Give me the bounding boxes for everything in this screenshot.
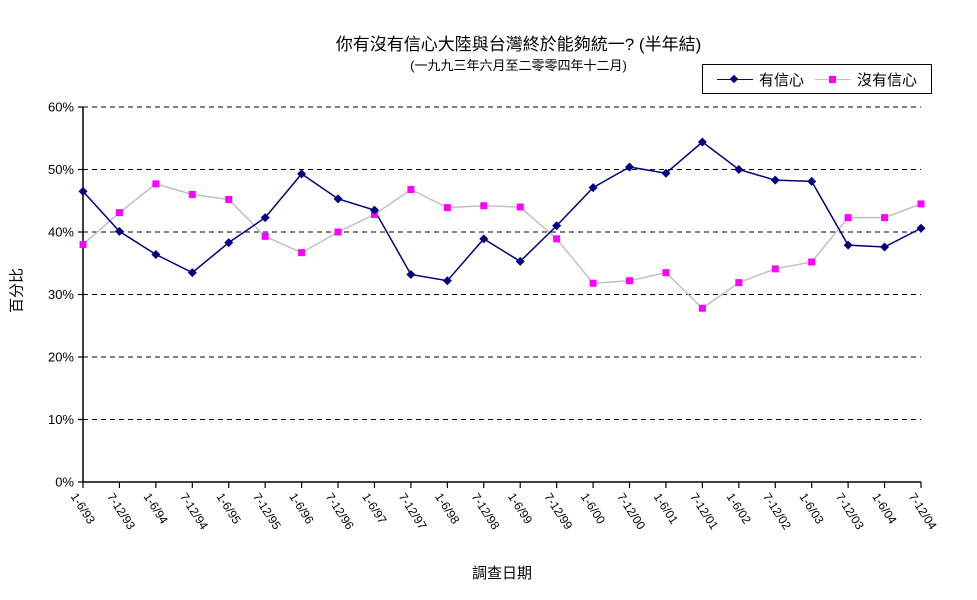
data-point-square: [589, 279, 597, 287]
x-axis-title: 調查日期: [471, 565, 532, 582]
x-tick-label: 7-12/93: [104, 490, 138, 532]
data-point-diamond: [843, 240, 853, 250]
data-point-square: [79, 241, 87, 248]
data-point-square: [844, 214, 852, 222]
x-tick-label: 1-6/96: [286, 490, 316, 526]
x-tick-label: 1-6/03: [796, 490, 826, 526]
x-tick-label: 7-12/97: [396, 490, 430, 532]
data-point-diamond: [78, 186, 88, 196]
x-tick-label: 1-6/94: [141, 490, 171, 526]
x-tick-label: 1-6/95: [214, 490, 244, 526]
data-point-diamond: [224, 238, 234, 248]
x-tick-label: 1-6/04: [869, 490, 899, 526]
y-tick-label: 60%: [48, 100, 74, 115]
data-point-diamond: [479, 234, 489, 244]
data-point-diamond: [770, 175, 780, 185]
x-tick-label: 1-6/98: [432, 490, 462, 526]
x-tick-label: 7-12/00: [614, 490, 648, 532]
y-tick-label: 50%: [48, 162, 74, 177]
y-tick-label: 30%: [48, 287, 74, 302]
y-tick-label: 20%: [48, 350, 74, 365]
data-point-square: [881, 214, 889, 222]
data-point-square: [553, 235, 561, 243]
x-tick-label: 7-12/03: [833, 490, 867, 532]
data-point-diamond: [333, 194, 343, 204]
chart-title: 你有沒有信心大陸與台灣終於能夠統一? (半年結): [335, 35, 702, 54]
legend-label-not-confident: 沒有信心: [856, 71, 917, 89]
x-tick-label: 1-6/99: [505, 490, 535, 526]
confident-line-diamond-icon: [717, 74, 753, 84]
x-tick-label: 1-6/00: [578, 490, 608, 526]
data-point-square: [298, 249, 306, 257]
data-point-diamond: [697, 137, 707, 147]
data-point-diamond: [187, 268, 197, 278]
data-point-square: [443, 204, 451, 212]
x-tick-label: 7-12/99: [541, 490, 575, 532]
series-line-0: [82, 141, 922, 282]
y-tick-label: 0%: [55, 475, 74, 490]
legend-item-confident: 有信心: [717, 69, 804, 90]
data-point-square: [516, 203, 524, 211]
data-point-square: [735, 279, 743, 287]
data-point-diamond: [151, 250, 161, 259]
data-point-square: [261, 232, 269, 240]
data-point-square: [771, 265, 779, 273]
x-tick-label: 7-12/95: [250, 490, 284, 532]
y-tick-label: 40%: [48, 225, 74, 240]
data-point-diamond: [734, 165, 744, 174]
data-point-square: [407, 186, 415, 193]
series-line-1: [82, 183, 922, 310]
data-point-square: [917, 200, 925, 208]
data-point-diamond: [661, 168, 671, 178]
x-tick-label: 1-6/97: [359, 490, 389, 526]
data-point-diamond: [552, 221, 562, 231]
legend: 有信心 沒有信心: [702, 64, 932, 94]
x-tick-label: 1-6/02: [724, 490, 754, 526]
data-point-diamond: [916, 223, 926, 233]
legend-label-confident: 有信心: [759, 71, 805, 89]
x-tick-label: 1-6/93: [68, 490, 98, 526]
data-point-diamond: [807, 176, 817, 186]
data-point-square: [115, 209, 123, 217]
data-point-diamond: [588, 183, 598, 193]
data-point-diamond: [515, 256, 525, 266]
data-point-square: [698, 304, 706, 312]
data-point-diamond: [625, 162, 635, 172]
data-point-diamond: [114, 226, 124, 236]
data-point-square: [152, 180, 160, 188]
data-point-diamond: [442, 276, 452, 286]
not-confident-line-square-icon: [814, 74, 851, 84]
x-tick-label: 7-12/01: [687, 490, 721, 532]
data-point-diamond: [880, 242, 890, 252]
data-point-diamond: [369, 205, 379, 215]
data-point-diamond: [260, 213, 270, 223]
data-point-square: [188, 191, 196, 198]
chart-subtitle: (一九九三年六月至二零零四年十二月): [410, 58, 627, 73]
data-point-square: [626, 277, 634, 285]
x-tick-label: 7-12/94: [177, 490, 211, 532]
x-tick-label: 1-6/01: [651, 490, 681, 526]
data-point-diamond: [297, 169, 307, 179]
data-point-diamond: [406, 270, 416, 279]
x-tick-label: 7-12/02: [760, 490, 794, 532]
data-point-square: [480, 202, 488, 210]
data-point-square: [808, 258, 816, 266]
data-point-square: [662, 269, 670, 277]
x-tick-label: 7-12/96: [323, 490, 357, 532]
data-point-square: [225, 196, 233, 203]
x-tick-label: 7-12/98: [469, 490, 503, 532]
legend-item-not-confident: 沒有信心: [814, 69, 917, 90]
y-tick-label: 10%: [48, 412, 74, 427]
x-tick-label: 7-12/04: [906, 490, 940, 532]
data-point-square: [334, 228, 342, 236]
